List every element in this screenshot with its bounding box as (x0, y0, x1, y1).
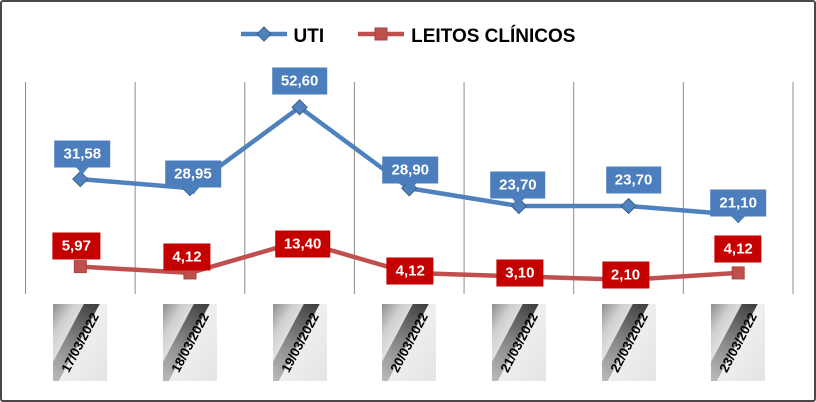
uti-diamond-marker (510, 197, 528, 215)
chart-legend: UTI LEITOS CLÍNICOS (2, 22, 814, 50)
leitos-square-marker (293, 234, 307, 248)
uti-diamond-marker (291, 99, 308, 116)
legend-label-leitos-clinicos: LEITOS CLÍNICOS (411, 25, 576, 47)
uti-line-diamond-icon (240, 25, 287, 48)
series-line-uti (78, 105, 741, 218)
leitos-square-marker (183, 266, 197, 280)
legend-label-uti: UTI (293, 25, 325, 47)
leitos-square-marker (402, 266, 416, 280)
leitos-square-marker (73, 260, 87, 274)
legend-item-uti: UTI (240, 25, 325, 48)
leitos-square-marker (731, 266, 745, 280)
leitos-square-marker (512, 269, 526, 283)
uti-diamond-marker (729, 206, 747, 224)
uti-diamond-marker (72, 170, 89, 188)
leitos-line-square-icon (358, 25, 405, 48)
legend-item-leitos-clinicos: LEITOS CLÍNICOS (358, 25, 575, 48)
uti-diamond-marker (620, 197, 637, 215)
leitos-square-marker (622, 273, 636, 287)
